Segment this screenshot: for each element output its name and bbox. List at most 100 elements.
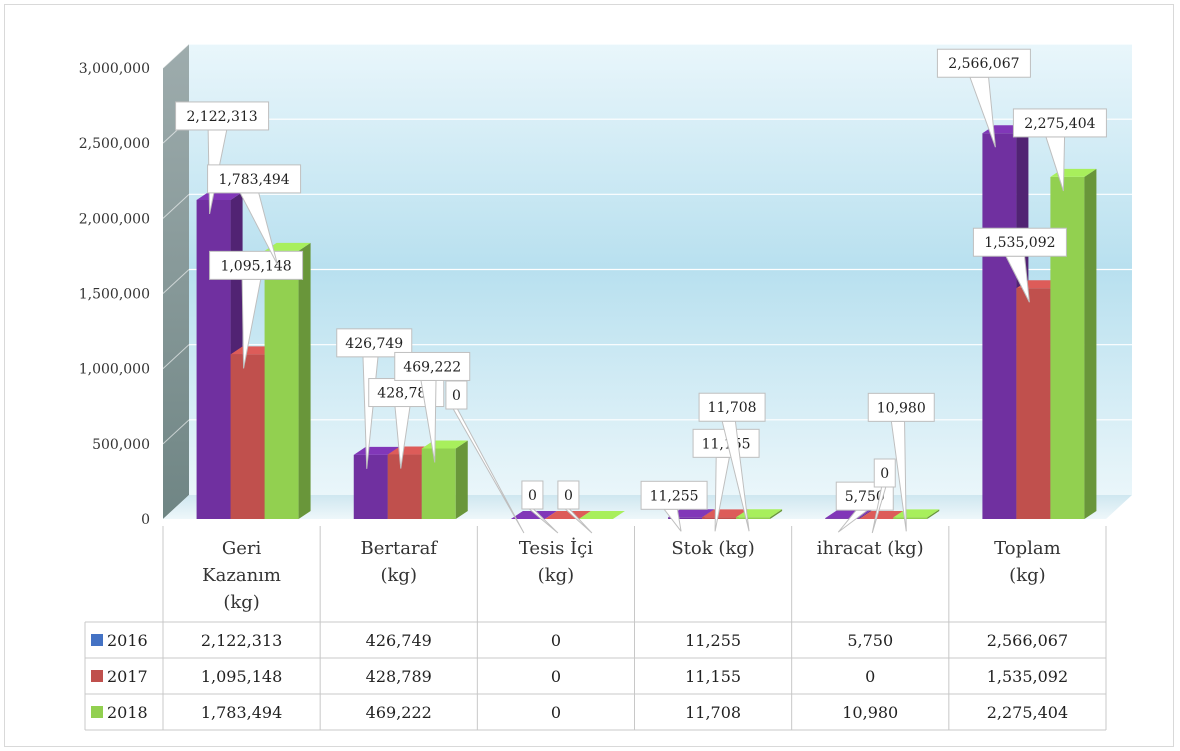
- bar-top: [353, 446, 400, 455]
- gridline-side: [162, 419, 190, 445]
- table-cell: 5,750: [847, 631, 893, 650]
- data-label: 0: [871, 458, 896, 534]
- data-label: 10,980: [867, 392, 935, 532]
- bar: [387, 454, 422, 519]
- gridline-side: [162, 193, 190, 219]
- table-cell: 11,255: [685, 631, 741, 650]
- bar: [702, 517, 737, 519]
- data-label: 0: [521, 480, 559, 534]
- legend-swatch: [91, 670, 103, 682]
- data-label-box: [209, 250, 304, 280]
- data-label-text: 10,980: [877, 400, 926, 416]
- data-label-box: [873, 458, 896, 488]
- legend-swatch: [91, 634, 103, 646]
- gridline-side: [162, 269, 190, 294]
- data-label-text: 0: [564, 488, 573, 504]
- data-label-box: [521, 480, 544, 510]
- data-label-box: [1012, 108, 1107, 138]
- category-label: Tesis İçi: [519, 536, 593, 559]
- data-label-text: 2,275,404: [1024, 116, 1095, 132]
- bar-top: [196, 191, 243, 200]
- table-cell: 11,155: [685, 667, 741, 686]
- data-label-box: [394, 351, 471, 381]
- y-tick-label: 500,000: [92, 437, 150, 453]
- data-label-box: [175, 101, 270, 131]
- table-cell: 0: [551, 631, 561, 650]
- category-label: (kg): [538, 565, 574, 586]
- bar: [421, 448, 456, 519]
- legend-swatch: [91, 706, 103, 718]
- bar: [264, 250, 299, 519]
- y-tick-label: 1,500,000: [79, 287, 150, 303]
- bar: [1016, 288, 1051, 519]
- bar: [736, 517, 771, 519]
- bar-top: [702, 509, 749, 518]
- y-tick-label: 3,000,000: [79, 61, 150, 77]
- data-label-text: 5,750: [845, 489, 885, 505]
- table-cell: 428,789: [366, 667, 432, 686]
- category-label: Geri: [222, 538, 262, 559]
- bar-top: [264, 242, 311, 251]
- bar: [825, 518, 860, 519]
- bar: [230, 354, 265, 519]
- table-cell: 0: [551, 667, 561, 686]
- data-label: 1,535,092: [972, 227, 1067, 303]
- table-cell: 1,783,494: [201, 703, 282, 722]
- data-label-text: 469,222: [403, 359, 461, 375]
- bar: [893, 517, 928, 519]
- y-tick-label: 1,000,000: [79, 362, 150, 378]
- bar-top: [544, 511, 591, 519]
- data-label: 0: [557, 480, 593, 534]
- data-label-text: 0: [880, 466, 889, 482]
- data-label-box: [640, 480, 708, 510]
- data-label-box: [698, 392, 766, 422]
- bar-side: [770, 509, 783, 519]
- bar-side: [455, 440, 468, 519]
- bar-top: [578, 511, 625, 519]
- data-label-box: [936, 48, 1031, 78]
- data-label-text: 426,749: [345, 336, 403, 352]
- legend-series-name: 2017: [107, 667, 148, 686]
- bar: [982, 133, 1017, 519]
- category-label: (kg): [223, 592, 259, 613]
- data-label-text: 2,122,313: [186, 109, 257, 125]
- data-label-box: [972, 227, 1067, 257]
- table-cell: 10,980: [842, 703, 898, 722]
- category-label: (kg): [381, 565, 417, 586]
- data-label: 11,255: [640, 480, 708, 532]
- y-tick-label: 2,500,000: [79, 136, 150, 152]
- data-label: 2,566,067: [936, 48, 1031, 148]
- table-cell: 469,222: [366, 703, 432, 722]
- data-label-box: [207, 164, 302, 194]
- bar-side: [927, 509, 940, 519]
- data-label-text: 0: [528, 488, 537, 504]
- bar-top: [668, 509, 715, 518]
- data-label-box: [867, 392, 935, 422]
- data-label: 1,095,148: [209, 250, 304, 369]
- data-label-text: 1,535,092: [984, 235, 1055, 251]
- category-label: ihracat (kg): [817, 538, 924, 559]
- data-label: 469,222: [394, 351, 471, 463]
- table-cell: 0: [865, 667, 875, 686]
- category-label: (kg): [1009, 565, 1045, 586]
- bar-side: [859, 510, 872, 519]
- bar: [353, 454, 388, 519]
- bar: [196, 199, 231, 519]
- data-label-text: 0: [452, 388, 461, 404]
- table-cell: 2,566,067: [987, 631, 1068, 650]
- category-label: Kazanım: [202, 565, 281, 586]
- bar-top: [510, 511, 557, 519]
- data-label: 0: [445, 380, 525, 534]
- y-tick-label: 0: [141, 512, 150, 528]
- data-label: 2,275,404: [1012, 108, 1107, 192]
- data-label-text: 2,566,067: [948, 56, 1019, 72]
- category-label: Stok (kg): [671, 538, 755, 559]
- table-cell: 11,708: [685, 703, 741, 722]
- chart-frame: [4, 4, 1174, 747]
- table-cell: 426,749: [366, 631, 432, 650]
- table-cell: 2,122,313: [201, 631, 282, 650]
- data-label-text: 11,255: [650, 488, 699, 504]
- legend-series-name: 2018: [107, 703, 148, 722]
